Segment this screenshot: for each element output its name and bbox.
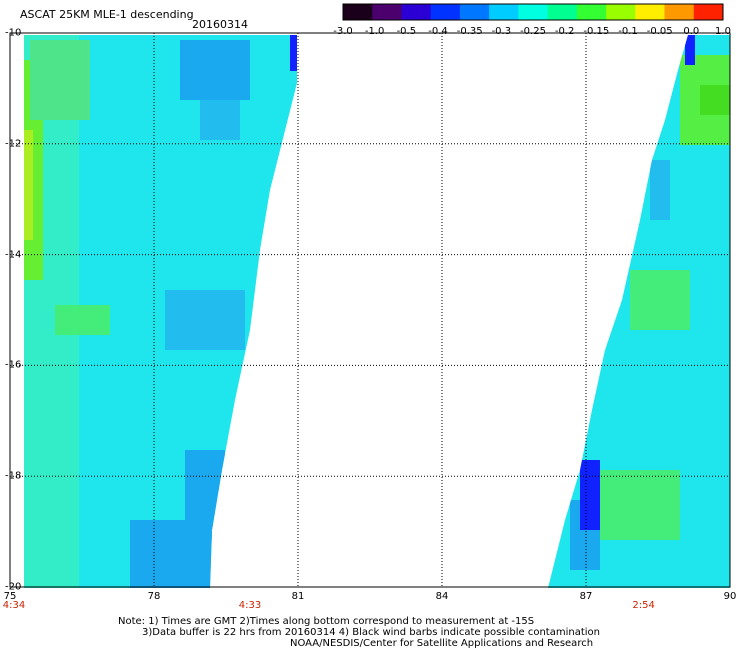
colorbar-swatch <box>518 4 549 20</box>
colorbar-swatch <box>635 4 666 20</box>
colorbar-tick-label: 1.0 <box>715 26 731 37</box>
colorbar-border <box>342 3 724 21</box>
map-grid <box>9 32 731 588</box>
x-tick-label: 90 <box>723 591 737 602</box>
colorbar-swatch <box>693 4 724 20</box>
colorbar-swatch <box>664 4 695 20</box>
note-line-3: NOAA/NESDIS/Center for Satellite Applica… <box>290 638 594 649</box>
colorbar-swatch <box>372 4 402 20</box>
colorbar-swatch <box>401 4 432 20</box>
colorbar-swatch <box>606 4 636 20</box>
x-tick-label: 75 <box>3 591 17 602</box>
colorbar-swatch <box>489 4 519 20</box>
colorbar <box>342 3 724 21</box>
y-tick-label: -14 <box>5 249 22 261</box>
colorbar-tick-label: -0.35 <box>456 26 483 37</box>
left-swath <box>24 35 297 588</box>
colorbar-tick-label: -0.4 <box>428 26 448 37</box>
x-tick-label: 84 <box>435 591 449 602</box>
x-tick-label: 78 <box>147 591 161 602</box>
y-tick-label: -10 <box>5 27 22 39</box>
note-line-1: Note: 1) Times are GMT 2)Times along bot… <box>118 616 535 627</box>
y-tick-label: -12 <box>5 138 22 150</box>
colorbar-tick-label: -0.5 <box>396 26 417 37</box>
colorbar-tick-label: -0.2 <box>554 26 575 37</box>
swath-layer <box>24 35 730 588</box>
colorbar-tick-label: 0.0 <box>683 26 700 37</box>
time-label: 2:54 <box>632 600 655 611</box>
colorbar-swatch <box>459 4 490 20</box>
colorbar-swatch <box>576 4 607 20</box>
y-tick-label: -16 <box>5 359 22 371</box>
time-label: 4:34 <box>2 600 26 611</box>
y-tick-label: -20 <box>5 581 22 593</box>
map-title: ASCAT 25KM MLE-1 descending <box>20 8 194 21</box>
x-tick-label: 87 <box>579 591 593 602</box>
colorbar-tick-label: -0.05 <box>646 26 673 37</box>
y-tick-label: -18 <box>5 470 22 482</box>
time-label: 4:33 <box>238 600 262 611</box>
x-tick-label: 81 <box>291 591 305 602</box>
colorbar-swatch <box>343 4 373 20</box>
note-line-2: 3)Data buffer is 22 hrs from 20160314 4)… <box>142 627 600 638</box>
colorbar-tick-label: -0.3 <box>491 26 512 37</box>
colorbar-tick-label: -1.0 <box>364 26 385 37</box>
colorbar-tick-label: -3.0 <box>333 26 353 37</box>
colorbar-tick-label: -0.1 <box>618 26 638 37</box>
colorbar-swatch <box>430 4 461 20</box>
colorbar-tick-label: -0.25 <box>520 26 546 37</box>
right-swath <box>548 35 730 588</box>
map-date: 20160314 <box>192 18 248 31</box>
colorbar-swatch <box>547 4 578 20</box>
colorbar-tick-label: -0.15 <box>583 26 610 37</box>
